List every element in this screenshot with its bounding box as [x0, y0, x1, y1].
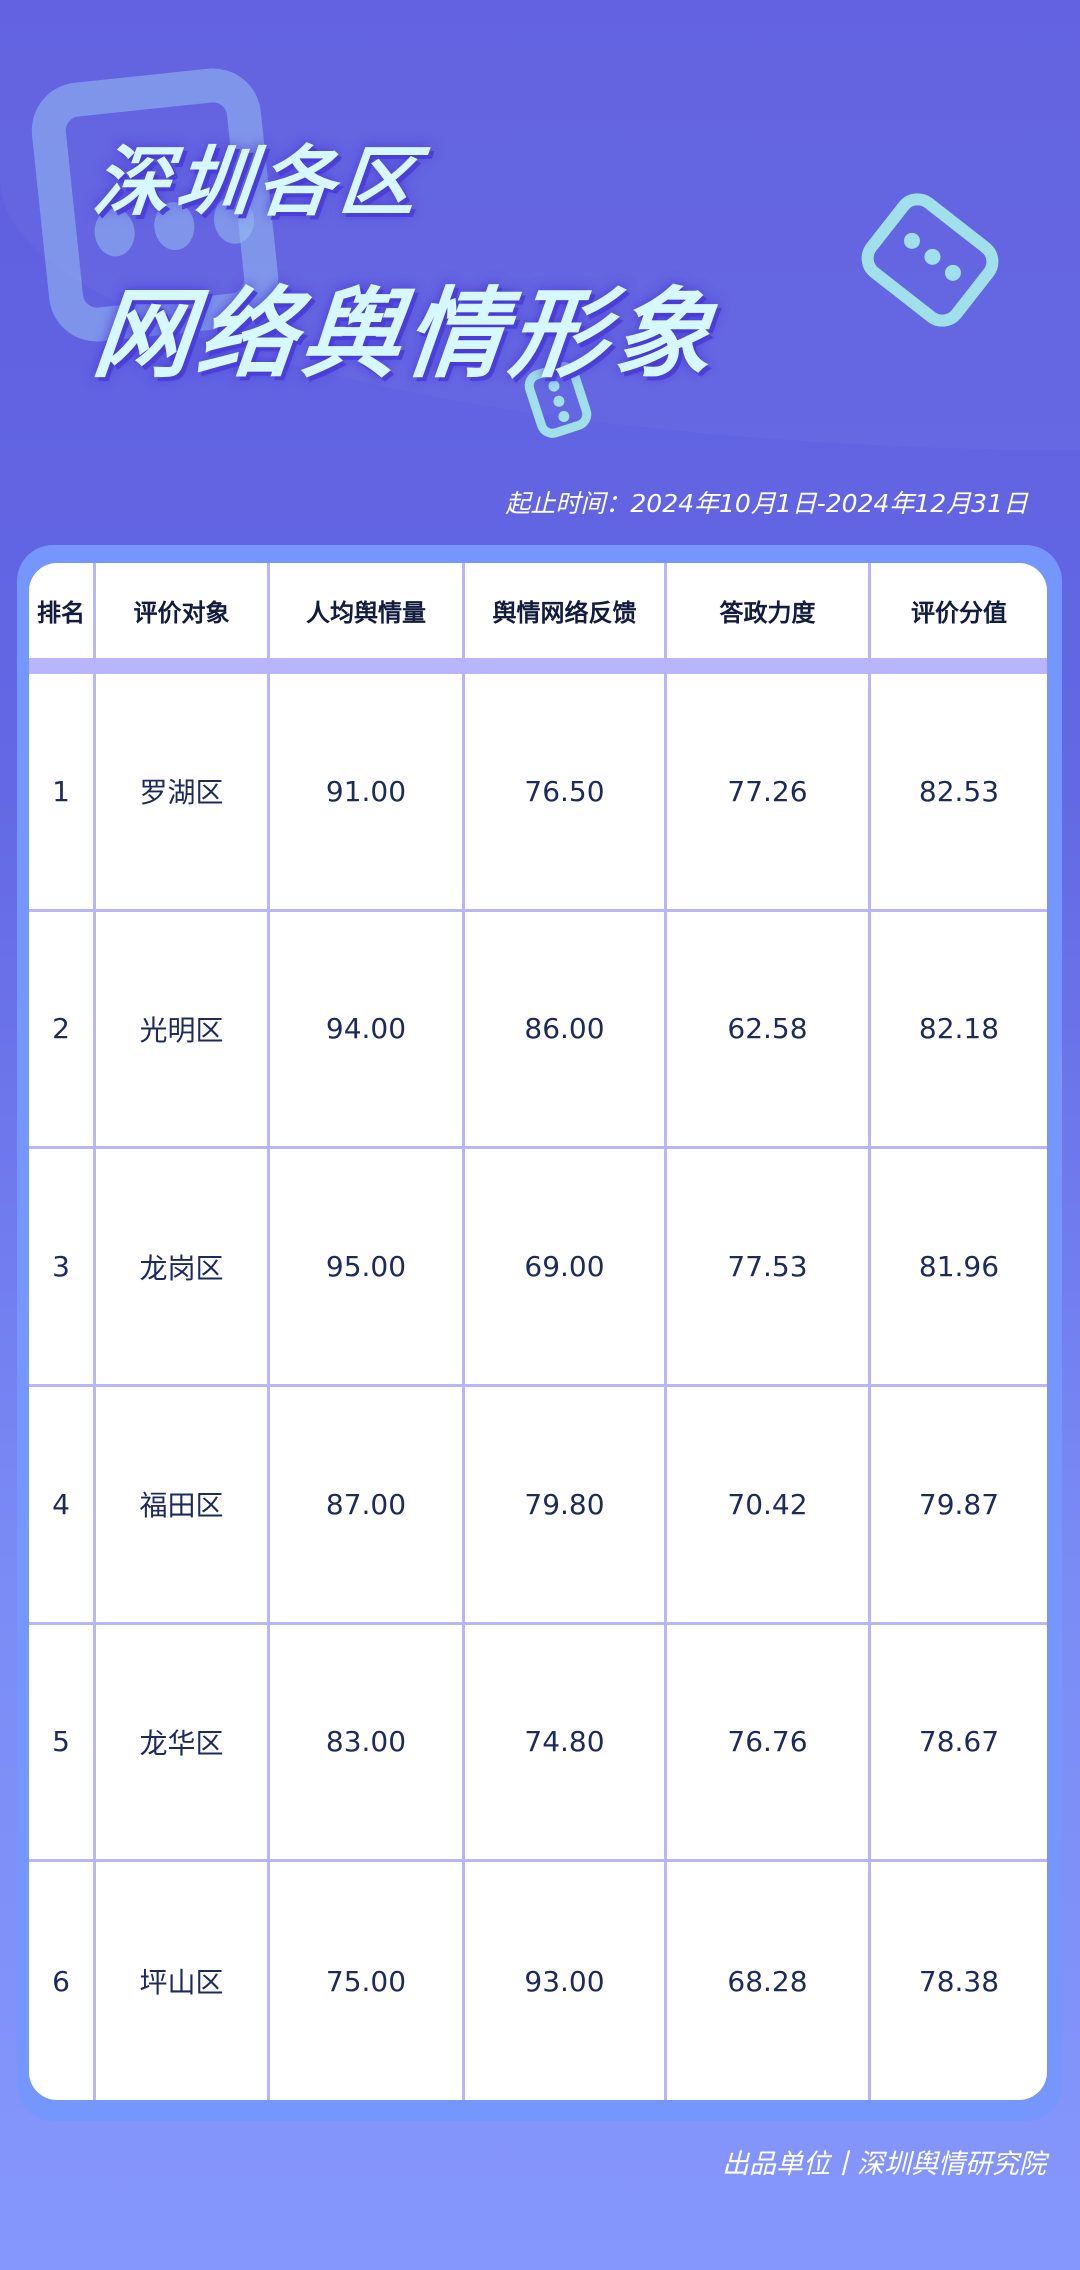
cell-rank: 5	[29, 1625, 93, 1863]
cell-score: 82.18	[868, 911, 1047, 1150]
cell-network-feedback: 69.00	[462, 1149, 664, 1387]
cell-district: 福田区	[93, 1387, 267, 1625]
cell-rank: 3	[29, 1149, 93, 1387]
cell-score: 79.87	[868, 1387, 1047, 1625]
header-rank: 排名	[29, 563, 93, 674]
cell-response-strength: 68.28	[664, 1862, 868, 2100]
cell-per-capita-volume: 95.00	[267, 1149, 462, 1387]
cell-per-capita-volume: 91.00	[267, 674, 462, 912]
date-range: 起止时间：2024年10月1日-2024年12月31日	[505, 489, 1028, 518]
cell-per-capita-volume: 87.00	[267, 1387, 462, 1625]
header-per-capita-volume: 人均舆情量	[267, 563, 462, 674]
title-line-1: 深圳各区	[89, 137, 427, 226]
cell-rank: 2	[29, 912, 93, 1150]
header-network-feedback: 舆情网络反馈	[462, 563, 664, 674]
ranking-table-card: 排名 评价对象 人均舆情量 舆情网络反馈 答政力度 评价分值 1 罗湖区 91.00…	[17, 545, 1062, 2121]
cell-network-feedback: 79.80	[462, 1387, 664, 1625]
cell-per-capita-volume: 94.00	[267, 911, 462, 1150]
cell-district: 龙岗区	[93, 1149, 267, 1387]
cell-per-capita-volume: 75.00	[267, 1862, 462, 2100]
header-score: 评价分值	[868, 563, 1047, 674]
cell-network-feedback: 74.80	[462, 1624, 664, 1863]
cell-district: 龙华区	[93, 1624, 267, 1863]
cell-district: 坪山区	[93, 1862, 267, 2100]
cell-score: 81.96	[868, 1149, 1047, 1387]
cell-rank: 1	[29, 674, 93, 912]
cell-district: 罗湖区	[93, 674, 267, 912]
cell-network-feedback: 76.50	[462, 674, 664, 912]
title-line-2: 网络舆情形象	[88, 278, 725, 392]
cell-response-strength: 70.42	[664, 1387, 868, 1625]
footer-producer: 出品单位丨深圳舆情研究院	[722, 2149, 1046, 2180]
cell-per-capita-volume: 83.00	[267, 1624, 462, 1863]
cell-score: 78.38	[868, 1862, 1047, 2100]
cell-network-feedback: 93.00	[462, 1862, 664, 2100]
cell-rank: 4	[29, 1387, 93, 1625]
cell-response-strength: 77.53	[664, 1149, 868, 1387]
header-response-strength: 答政力度	[664, 563, 868, 674]
cell-response-strength: 77.26	[664, 674, 868, 912]
cell-response-strength: 76.76	[664, 1624, 868, 1863]
header-district: 评价对象	[93, 563, 267, 674]
cell-response-strength: 62.58	[664, 911, 868, 1150]
cell-rank: 6	[52, 1964, 70, 1998]
cell-district: 光明区	[93, 911, 267, 1150]
cell-score: 82.53	[868, 674, 1047, 912]
cell-network-feedback: 86.00	[462, 911, 664, 1150]
ranking-table: 排名 评价对象 人均舆情量 舆情网络反馈 答政力度 评价分值 1 罗湖区 91.00…	[29, 563, 1047, 2100]
cell-score: 78.67	[868, 1624, 1047, 1863]
